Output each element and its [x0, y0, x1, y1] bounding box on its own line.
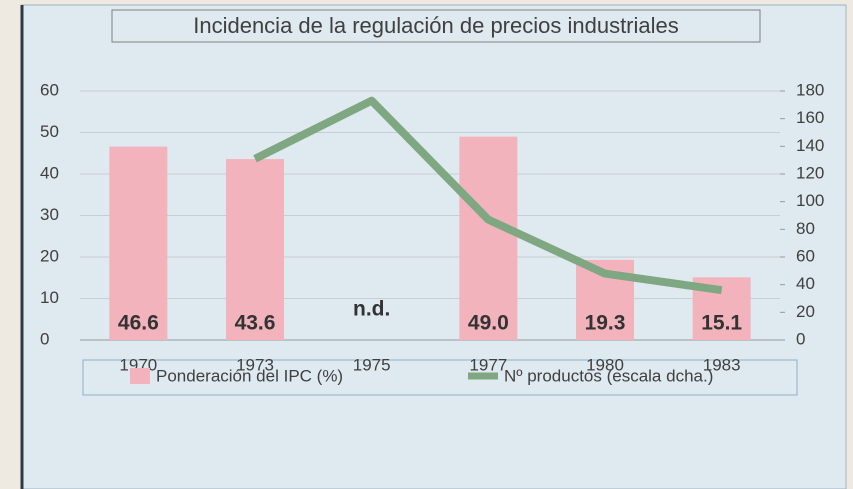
x-tick-label: 1980: [586, 355, 624, 374]
value-label: 15.1: [701, 312, 742, 335]
y-tick-label: 10: [40, 288, 59, 307]
value-label: 43.6: [235, 312, 276, 335]
bar: [459, 136, 518, 340]
y2-tick-label: 100: [796, 191, 824, 210]
x-tick-label: 1983: [703, 355, 741, 374]
y2-tick-label: 120: [796, 163, 824, 182]
x-tick-label: 1975: [353, 355, 391, 374]
title-box: [111, 9, 761, 43]
bar: [109, 146, 168, 340]
line: [253, 96, 723, 295]
y2-tick-label: 160: [796, 108, 824, 127]
value-label: 49.0: [468, 312, 509, 335]
y-tick-label: 20: [40, 246, 59, 265]
y-tick-label: 30: [40, 205, 59, 224]
y2-tick-label: 20: [796, 302, 815, 321]
y-tick-label: 60: [40, 80, 59, 99]
value-label: 46.6: [118, 312, 159, 335]
y-tick-label: 40: [40, 163, 59, 182]
y-tick-label: 50: [40, 122, 59, 141]
legend-swatch: [130, 368, 150, 384]
chart-title: Incidencia de la regulación de precios i…: [193, 13, 679, 38]
x-tick-label: 1977: [469, 355, 507, 374]
y2-tick-label: 140: [796, 136, 824, 155]
y-tick-label: 0: [40, 329, 49, 348]
y2-tick-label: 40: [796, 274, 815, 293]
value-label: 19.3: [585, 312, 626, 335]
legend-label: Ponderación del IPC (%): [156, 366, 343, 385]
bar: [226, 159, 284, 340]
legend-box: [82, 359, 798, 396]
y2-tick-label: 180: [796, 80, 824, 99]
x-tick-label: 1973: [236, 355, 274, 374]
y2-tick-label: 60: [796, 246, 815, 265]
value-label: n.d.: [353, 298, 390, 321]
legend-label: Nº productos (escala dcha.): [504, 366, 713, 385]
y2-tick-label: 80: [796, 219, 815, 238]
y2-tick-label: 0: [796, 329, 805, 348]
